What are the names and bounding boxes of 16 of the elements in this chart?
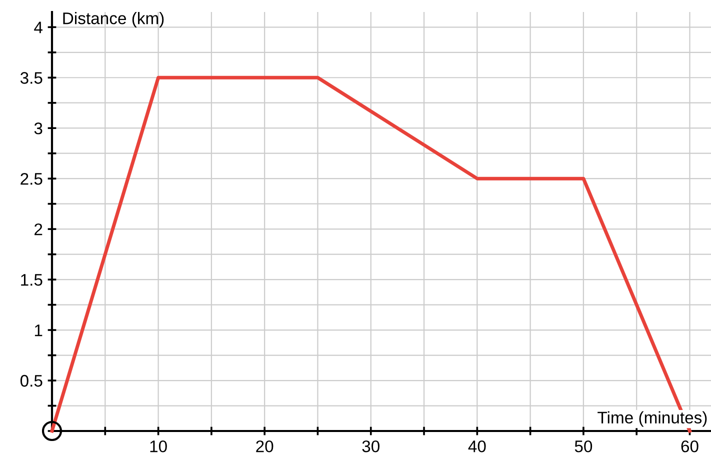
y-tick-label: 1.5 — [21, 274, 42, 286]
y-tick-label: 2 — [34, 223, 42, 236]
y-axis-title: Distance (km) — [63, 12, 164, 28]
x-tick-label: 60 — [681, 440, 698, 452]
y-tick-label: 1 — [34, 324, 42, 336]
y-tick-label: 4 — [34, 22, 42, 34]
x-tick-label: 50 — [574, 440, 592, 452]
x-axis-title: Time (minutes) — [598, 411, 707, 427]
y-tick-label: 3.5 — [20, 72, 42, 84]
y-tick-label: 3 — [34, 122, 42, 134]
y-tick-label: 0.5 — [20, 374, 42, 387]
x-tick-label: 40 — [468, 440, 486, 452]
x-tick-label: 20 — [256, 440, 274, 452]
x-tick-label: 10 — [150, 440, 167, 452]
y-tick-label: 2.5 — [20, 172, 42, 185]
x-tick-label: 30 — [362, 440, 380, 452]
